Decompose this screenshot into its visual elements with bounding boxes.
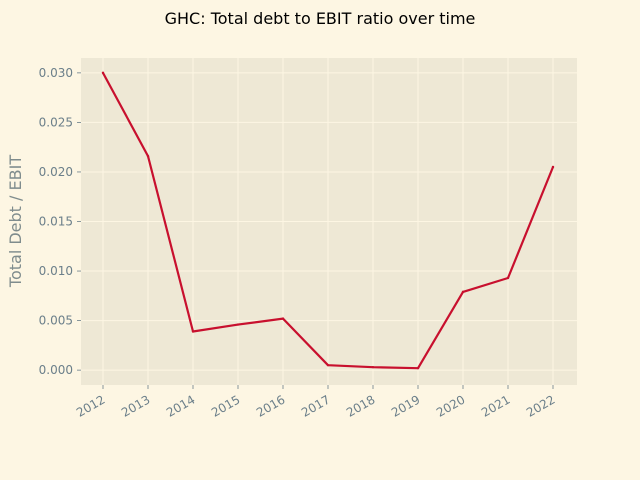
y-tick-label: 0.005	[39, 314, 73, 328]
chart-title: GHC: Total debt to EBIT ratio over time	[165, 9, 476, 28]
data-point	[461, 290, 465, 294]
y-tick-label: 0.020	[39, 165, 73, 179]
y-tick-label: 0.025	[39, 115, 73, 129]
data-point	[101, 71, 105, 75]
data-point	[506, 276, 510, 280]
data-point	[416, 366, 420, 370]
data-point	[281, 317, 285, 320]
y-tick-label: 0.000	[39, 363, 73, 377]
series-points	[101, 71, 555, 370]
data-point	[371, 365, 375, 369]
data-point	[236, 323, 240, 326]
y-tick-label: 0.015	[39, 215, 73, 229]
y-axis-ticks: 0.000 0.005 0.010 0.015 0.020 0.025 0.030	[39, 66, 81, 377]
gridlines	[81, 58, 577, 385]
data-point	[146, 154, 150, 158]
y-tick-label: 0.030	[39, 66, 73, 80]
data-point	[191, 330, 195, 333]
y-axis-label: Total Debt / EBIT	[6, 155, 25, 288]
y-tick-label: 0.010	[39, 264, 73, 278]
data-point	[551, 165, 555, 169]
data-point	[326, 363, 330, 367]
